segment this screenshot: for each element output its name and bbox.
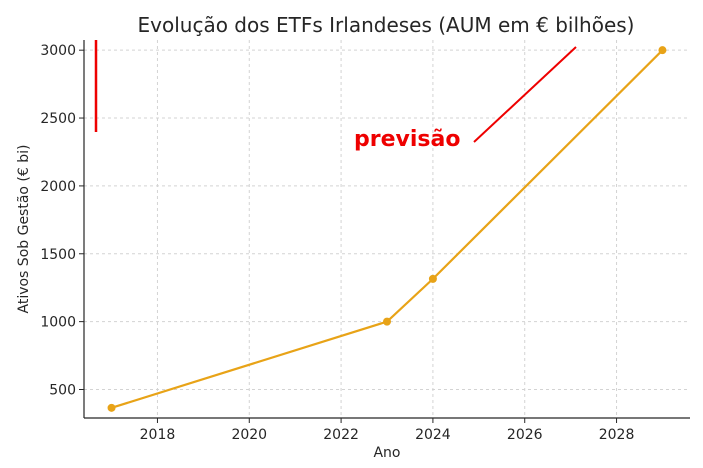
annotation-label: previsão [354,127,460,152]
data-point [107,403,116,412]
y-tick-label: 3000 [40,43,76,59]
data-point [428,274,437,283]
chart-title: Evolução dos ETFs Irlandeses (AUM em € b… [138,13,635,37]
x-axis-label: Ano [373,445,400,461]
forecast-annotation: previsão [94,40,577,152]
y-tick-label: 2000 [40,179,76,195]
annotation-arrow-line [473,46,577,143]
y-tick-label: 1000 [40,315,76,331]
x-tick-label: 2024 [415,427,451,443]
y-tick-label: 2500 [40,111,76,127]
x-tick-label: 2018 [140,427,176,443]
x-ticks: 2018 2020 2022 2024 2026 2028 [140,418,635,443]
x-tick-label: 2026 [507,427,543,443]
y-tick-label: 1500 [40,247,76,263]
x-tick-label: 2028 [599,427,635,443]
axes [83,40,690,419]
data-point [383,317,391,326]
series-line [111,49,664,409]
series [107,46,667,412]
y-ticks: 500 1000 1500 2000 2500 3000 [40,43,84,398]
x-tick-label: 2020 [231,427,267,443]
y-tick-label: 500 [49,382,76,398]
x-tick-label: 2022 [323,427,359,443]
data-point [658,46,667,55]
grid [84,40,690,418]
y-axis-label: Ativos Sob Gestão (€ bi) [16,145,32,314]
